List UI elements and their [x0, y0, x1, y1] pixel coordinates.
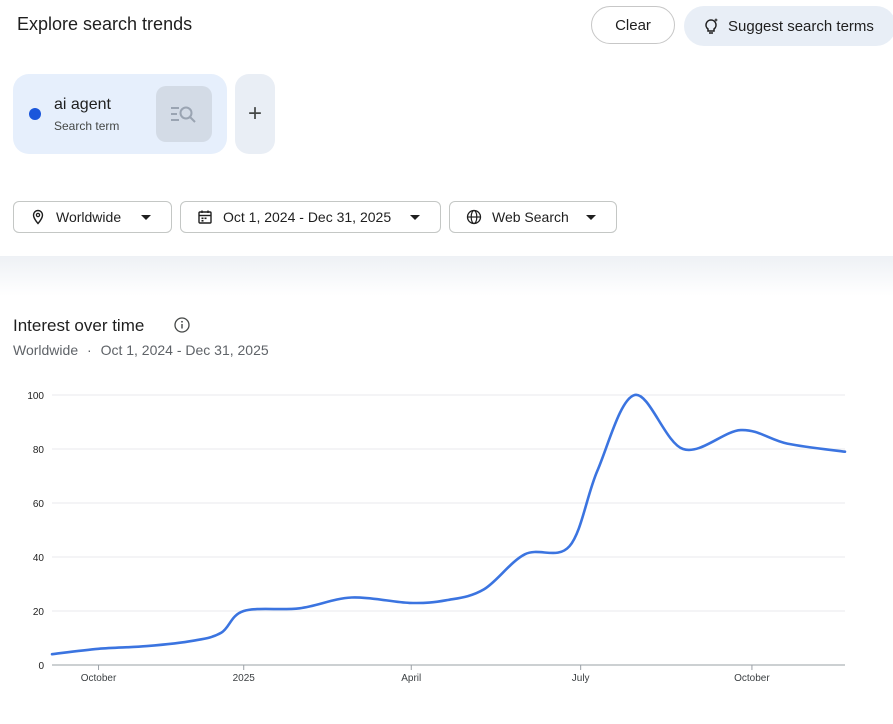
- date-range-filter[interactable]: Oct 1, 2024 - Dec 31, 2025: [180, 201, 441, 233]
- y-tick-label: 100: [27, 391, 44, 402]
- suggest-search-terms-button[interactable]: Suggest search terms: [684, 6, 893, 46]
- add-term-button[interactable]: +: [235, 74, 275, 154]
- suggest-label: Suggest search terms: [728, 17, 874, 35]
- chart-title: Interest over time: [13, 316, 145, 335]
- sparkle-bulb-icon: [702, 17, 720, 35]
- page-title: Explore search trends: [17, 14, 193, 34]
- chart-subtitle-range: Oct 1, 2024 - Dec 31, 2025: [100, 342, 269, 358]
- series-line-ai-agent: [50, 393, 847, 656]
- chart-subtitle-location: Worldwide: [13, 342, 79, 358]
- calendar-icon: [197, 209, 213, 225]
- y-tick-label: 20: [33, 607, 45, 618]
- interest-over-time-chart: 0 20 40 60 80 100 October 2025 April July October: [27, 391, 847, 684]
- x-tick-label: July: [572, 673, 590, 684]
- x-tick-label: October: [81, 673, 117, 684]
- chevron-down-icon: [141, 215, 151, 220]
- chart-subtitle: Worldwide · Oct 1, 2024 - Dec 31, 2025: [13, 342, 269, 358]
- info-icon[interactable]: [174, 317, 190, 333]
- x-tick-label: October: [734, 673, 770, 684]
- term-search-button[interactable]: [156, 86, 212, 142]
- y-tick-label: 60: [33, 499, 45, 510]
- term-name[interactable]: ai agent: [54, 96, 111, 113]
- search-property-label: Web Search: [492, 209, 569, 225]
- y-tick-label: 0: [38, 661, 44, 672]
- chevron-down-icon: [586, 215, 596, 220]
- clear-button[interactable]: Clear: [591, 6, 675, 44]
- search-property-filter[interactable]: Web Search: [449, 201, 617, 233]
- location-pin-icon: [30, 209, 46, 225]
- date-range-label: Oct 1, 2024 - Dec 31, 2025: [223, 209, 392, 225]
- chevron-down-icon: [410, 215, 420, 220]
- y-tick-label: 80: [33, 445, 45, 456]
- search-term-card[interactable]: ai agent Search term: [13, 74, 227, 154]
- list-search-icon: [169, 103, 199, 125]
- term-color-dot: [29, 108, 41, 120]
- location-filter[interactable]: Worldwide: [13, 201, 172, 233]
- panel-divider: [0, 256, 893, 296]
- x-tick-label: April: [401, 673, 421, 684]
- y-tick-label: 40: [33, 553, 45, 564]
- x-tick-label: 2025: [233, 673, 256, 684]
- location-label: Worldwide: [56, 209, 122, 225]
- term-type: Search term: [54, 119, 120, 133]
- globe-icon: [466, 209, 482, 225]
- chart-subtitle-separator: ·: [87, 342, 92, 358]
